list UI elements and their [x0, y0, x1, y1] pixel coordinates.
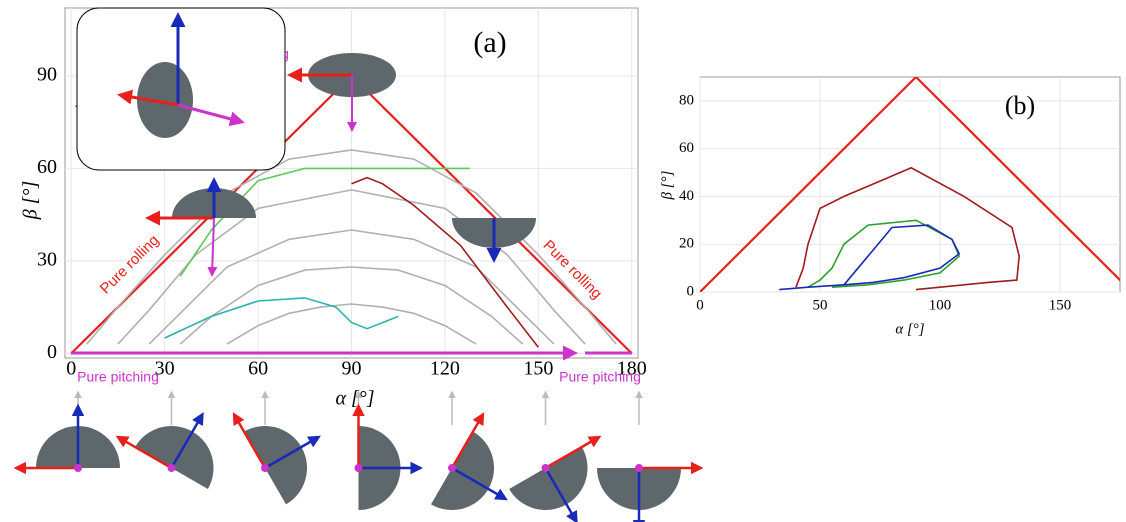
frame-b: [700, 77, 1120, 292]
pivot: [635, 464, 643, 472]
x-tick-label: 150: [523, 358, 553, 380]
annotation: Pure rolling: [97, 232, 163, 298]
orientation: [116, 383, 239, 492]
trajectory: [700, 77, 1126, 292]
x-tick-label: 90: [342, 358, 362, 380]
y-tick-label: 90: [37, 63, 57, 85]
trajectory: [165, 298, 399, 338]
panel-label: (b): [1005, 91, 1035, 120]
y-tick-label: 60: [37, 156, 57, 178]
y-tick-label: 80: [679, 92, 694, 108]
x-tick-label: 60: [248, 358, 268, 380]
orientation: [16, 406, 120, 472]
y-tick-label: 0: [687, 283, 695, 299]
x-tick-label: 120: [430, 358, 460, 380]
trajectory: [180, 168, 470, 276]
x-tick-label: 0: [66, 358, 76, 380]
y-axis-label: β [°]: [659, 170, 675, 200]
orientation: [231, 383, 340, 506]
x-axis-label: α [°]: [895, 321, 924, 337]
y-tick-label: 0: [47, 341, 57, 363]
y-tick-label: 30: [37, 248, 57, 270]
pivot: [355, 464, 363, 472]
orientation: [355, 406, 421, 510]
plot-area: [700, 77, 1126, 292]
x-tick-label: 100: [929, 297, 952, 313]
arrow: [212, 218, 214, 275]
x-tick-label: 50: [813, 297, 828, 313]
orientation: [428, 412, 537, 522]
y-tick-label: 60: [679, 140, 694, 156]
x-axis-label: α [°]: [335, 388, 374, 410]
y-tick-label: 40: [679, 188, 694, 204]
y-tick-label: 20: [679, 236, 694, 252]
half-disk: [431, 432, 509, 522]
annotation: Pure pitching: [77, 369, 159, 385]
y-axis-label: β [°]: [20, 181, 42, 221]
trajectory: [779, 225, 959, 290]
pivot: [74, 464, 82, 472]
annotation: Pure pitching: [559, 369, 641, 385]
orientation-strip: [16, 383, 701, 522]
figure: 03060901201501800306090α [°]β [°](a)0501…: [0, 0, 1126, 522]
orientation: [597, 464, 701, 522]
panel-label: (a): [473, 26, 506, 59]
x-tick-label: 150: [1049, 297, 1072, 313]
x-tick-label: 0: [696, 297, 704, 313]
